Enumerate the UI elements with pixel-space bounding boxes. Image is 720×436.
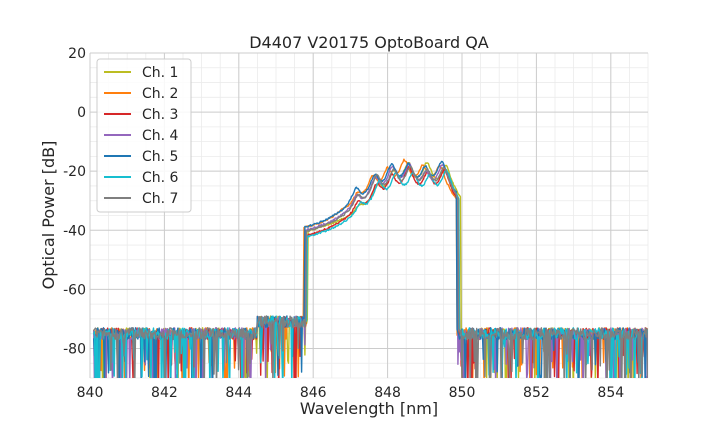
legend-label: Ch. 2	[142, 86, 178, 102]
x-tick-label: 846	[300, 385, 327, 401]
y-tick-label: -40	[63, 223, 86, 239]
x-axis-ticks: 840 842 844 846 848 850 852 854	[77, 385, 625, 401]
y-tick-label: -80	[63, 341, 86, 357]
y-axis-ticks: 20 0 -20 -40 -60 -80	[63, 46, 86, 357]
y-tick-label: 20	[68, 46, 86, 62]
legend-label: Ch. 6	[142, 170, 179, 186]
series-group	[93, 158, 648, 378]
legend-label: Ch. 3	[142, 107, 178, 123]
y-tick-label: -60	[63, 282, 86, 298]
y-tick-label: 0	[77, 105, 86, 121]
chart-legend: Ch. 1 Ch. 2 Ch. 3 Ch. 4 Ch. 5 Ch. 6 Ch. 7	[96, 58, 192, 213]
y-tick-label: -20	[63, 164, 86, 180]
legend-label: Ch. 1	[142, 65, 178, 81]
x-tick-label: 854	[597, 385, 624, 401]
legend-label: Ch. 5	[142, 149, 178, 165]
x-tick-label: 848	[374, 385, 401, 401]
x-tick-label: 842	[151, 385, 178, 401]
x-tick-label: 850	[449, 385, 476, 401]
series-line-7	[93, 165, 648, 378]
legend-label: Ch. 7	[142, 191, 178, 207]
y-axis-title: Optical Power [dB]	[39, 141, 58, 290]
x-tick-label: 844	[225, 385, 252, 401]
series-line-6	[93, 169, 648, 378]
x-axis-title: Wavelength [nm]	[300, 399, 438, 418]
legend-label: Ch. 4	[142, 128, 179, 144]
legend-box	[96, 58, 192, 213]
x-tick-label: 840	[77, 385, 104, 401]
chart-title: D4407 V20175 OptoBoard QA	[249, 33, 489, 52]
x-tick-label: 852	[523, 385, 550, 401]
